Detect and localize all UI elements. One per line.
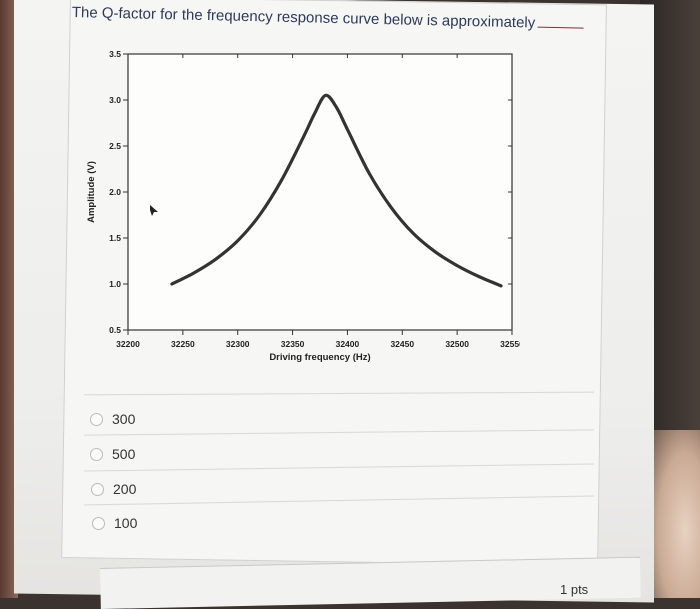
option-label: 100 <box>114 515 138 531</box>
x-tick-label: 32350 <box>281 339 305 349</box>
y-tick-label: 3.0 <box>109 95 121 105</box>
x-tick-label: 32200 <box>116 339 140 349</box>
y-tick-label: 1.5 <box>109 233 121 243</box>
option-200[interactable]: 200 <box>91 481 136 497</box>
frequency-response-chart: 0.5 1.0 1.5 2.0 2.5 3.0 3.5 32200 32250 32300 3235… <box>86 49 520 363</box>
option-500[interactable]: 500 <box>90 446 135 462</box>
cursor-icon <box>150 205 158 216</box>
hand-image <box>650 430 700 598</box>
points-label: 1 pts <box>560 582 589 597</box>
x-tick-label: 32550 <box>500 339 520 349</box>
radio-button[interactable] <box>91 482 104 496</box>
y-tick-label: 2.5 <box>109 141 121 151</box>
radio-button[interactable] <box>92 516 105 530</box>
radio-button[interactable] <box>90 412 103 426</box>
y-tick-label: 1.0 <box>109 279 121 289</box>
x-tick-label: 32450 <box>390 339 414 349</box>
background-edge <box>0 0 18 598</box>
y-axis-title: Amplitude (V) <box>86 161 97 223</box>
y-tick-label: 2.0 <box>109 187 121 197</box>
x-tick-label: 32500 <box>445 339 469 349</box>
radio-button[interactable] <box>90 447 103 461</box>
option-100[interactable]: 100 <box>92 515 137 531</box>
y-tick-label: 0.5 <box>109 325 121 335</box>
x-axis-title: Driving frequency (Hz) <box>269 352 370 363</box>
option-300[interactable]: 300 <box>90 411 135 427</box>
y-tick-label: 3.5 <box>109 49 121 59</box>
x-tick-label: 32250 <box>171 339 195 349</box>
plot-frame <box>127 53 513 331</box>
response-curve <box>170 93 503 288</box>
option-label: 200 <box>113 481 137 497</box>
option-label: 500 <box>112 446 136 462</box>
answer-blank <box>537 26 584 29</box>
option-label: 300 <box>112 411 136 427</box>
x-tick-label: 32400 <box>336 339 360 349</box>
x-tick-label: 32300 <box>226 339 250 349</box>
